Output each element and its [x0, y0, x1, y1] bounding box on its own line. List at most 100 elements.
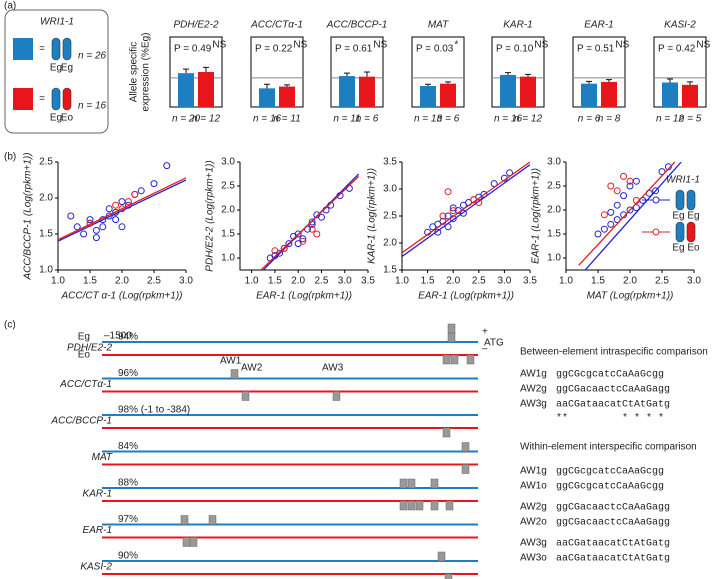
x-tick-label: 2.0 [291, 276, 305, 287]
track-label: Eo [78, 350, 91, 361]
fit-line [402, 162, 530, 254]
legend-allele: Eg [50, 63, 62, 74]
point [600, 211, 608, 219]
sequence-id: AW1g [520, 466, 547, 477]
bar [500, 74, 516, 107]
plot-frame [653, 36, 707, 108]
x-tick-label: 2.0 [623, 276, 637, 287]
error-bar [284, 84, 290, 87]
point [613, 216, 621, 224]
allele-icon [686, 221, 696, 243]
y-tick-label: 2.0 [383, 238, 397, 249]
x-tick-label: 2.5 [472, 276, 486, 287]
polymorphism [241, 391, 250, 401]
sequence-id: AW2o [520, 517, 547, 528]
n-label: n = 6 [356, 114, 379, 125]
polymorphism [430, 500, 439, 511]
chart-title: EAR-1 [584, 20, 613, 31]
bar [662, 82, 678, 107]
aw-label: AW2 [241, 363, 263, 374]
bar [682, 84, 698, 107]
p-value: P = 0.03 [416, 44, 454, 55]
legend-swatch [13, 38, 33, 60]
y-tick-label: 3.0 [221, 157, 235, 168]
bar [440, 83, 456, 107]
y-tick-label: 1.5 [39, 229, 53, 240]
point [620, 192, 628, 200]
x-tick-label: 3.5 [361, 276, 375, 287]
n-label: n = 16 [494, 114, 523, 125]
sequence: ggCGcgcatcCaAaGcgg [556, 370, 664, 381]
p-superscript: NS [212, 40, 226, 51]
y-tick-label: 2.5 [547, 181, 561, 192]
sequence-id: AW1g [520, 369, 547, 380]
x-tick-label: 1.0 [245, 276, 259, 287]
y-tick-label: 3.5 [383, 157, 397, 168]
point [280, 244, 288, 252]
bar [601, 81, 617, 107]
fit-line [260, 175, 360, 270]
legend-equals: = [39, 94, 45, 105]
allele-icon [62, 87, 72, 111]
point [118, 198, 126, 206]
p-value: P = 0.49 [174, 44, 212, 55]
n-label: n = 12 [514, 114, 543, 125]
polymorphism [399, 478, 408, 489]
plot-frame [572, 36, 626, 108]
point [620, 172, 628, 180]
sequence: aaCGataacatCtAtGatg [556, 554, 670, 565]
y-tick-label: 3.0 [383, 184, 397, 195]
identity-label: 88% [118, 478, 138, 489]
legend-allele: Eg [50, 113, 62, 124]
sequence: aaCGataacatCtAtGatg [556, 539, 670, 550]
n-label: n = 11 [333, 114, 360, 125]
fit-line [578, 162, 676, 266]
y-tick-label: 2.5 [383, 211, 397, 222]
legend-label: Eg Eo [672, 243, 700, 254]
polymorphism [461, 464, 470, 474]
sequence: ggCGacaactcCaAaGagg [556, 518, 670, 529]
x-tick-label: 1.5 [591, 276, 605, 287]
p-superscript: NS [373, 40, 387, 51]
section-title: Within-element interspecific comparison [520, 442, 697, 453]
error-bar [425, 83, 431, 86]
point [99, 223, 107, 231]
identity-label: 90% [118, 551, 138, 562]
x-tick-label: 1.5 [83, 276, 97, 287]
point [163, 162, 171, 170]
y-tick-label: 1.5 [221, 229, 235, 240]
point [607, 182, 615, 190]
legend-swatch [13, 88, 33, 110]
error-bar [505, 72, 511, 75]
polymorphism [437, 551, 446, 562]
error-bar [445, 81, 451, 84]
point [112, 201, 120, 209]
p-superscript: * [454, 40, 458, 51]
polymorphism [332, 391, 341, 401]
n-label: n = 16 [253, 114, 282, 125]
point [652, 187, 660, 195]
error-bar [183, 68, 189, 74]
x-axis-label: MAT (Log(rpkm+1)) [587, 291, 674, 302]
legend-equals: = [39, 44, 45, 55]
point [600, 225, 608, 233]
panel-label: (b) [4, 152, 16, 163]
x-tick-label: 1.0 [395, 276, 409, 287]
error-bar [667, 78, 673, 83]
polymorphism [182, 537, 191, 547]
y-tick-label: 1.0 [547, 253, 561, 264]
y-tick-label: 2.0 [221, 205, 235, 216]
point [313, 230, 321, 238]
point [613, 187, 621, 195]
x-tick-label: 2.0 [446, 276, 460, 287]
allele-icon [675, 221, 685, 243]
plot-frame [330, 36, 384, 108]
chart-title: KASI-2 [664, 20, 696, 31]
point [131, 190, 139, 198]
aw-label: AW1 [220, 356, 242, 367]
error-bar [687, 81, 693, 85]
panel-label: (c) [4, 320, 16, 331]
polymorphism [461, 442, 470, 452]
p-superscript: NS [534, 40, 548, 51]
point [632, 204, 640, 212]
